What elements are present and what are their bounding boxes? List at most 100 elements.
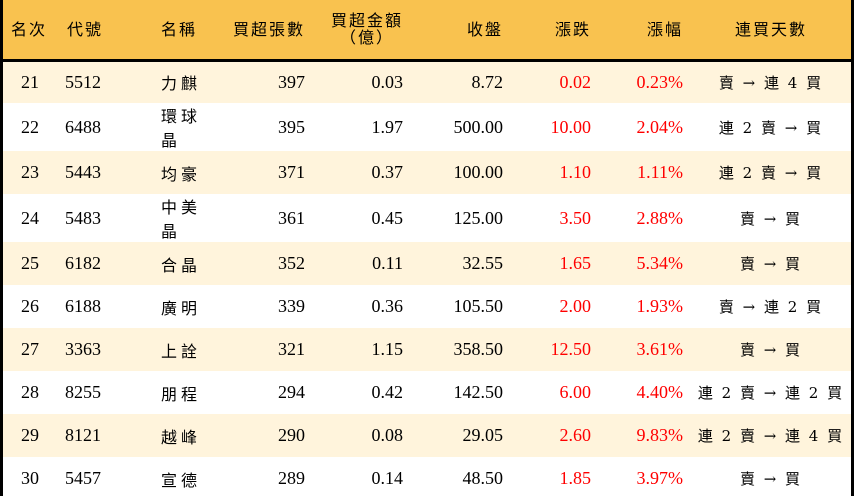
- cell-change-pct: 9.83%: [636, 425, 684, 445]
- cell-buy-streak: 連 2 賣 → 買: [718, 164, 824, 182]
- cell-rank: 25: [21, 253, 39, 273]
- header-rank: 名次: [11, 19, 48, 39]
- table-row: 23 5443 均豪 371 0.37 100.00 1.10 1.11% 連 …: [3, 151, 851, 194]
- cell-rank: 23: [21, 162, 39, 182]
- header-close: 收盤: [466, 19, 503, 39]
- net-buy-ranking-table: 名次 代號 名稱 買超張數 買超金額 （億） 收盤 漲跌 漲幅 連買天數 21: [3, 0, 851, 500]
- table-row: 22 6488 環球晶 395 1.97 500.00 10.00 2.04% …: [3, 103, 851, 151]
- cell-code: 3363: [65, 339, 101, 359]
- cell-buy-streak: 賣 → 買: [739, 255, 803, 273]
- cell-code: 8121: [65, 425, 101, 445]
- cell-close: 32.55: [462, 253, 504, 273]
- cell-close: 100.00: [453, 162, 504, 182]
- header-net-buy-amount-label: 買超金額: [330, 11, 403, 31]
- table-row: 29 8121 越峰 290 0.08 29.05 2.60 9.83% 連 2…: [3, 414, 851, 457]
- cell-code: 8255: [65, 382, 101, 402]
- cell-name: 上詮: [161, 341, 202, 361]
- cell-close: 29.05: [462, 425, 504, 445]
- cell-buy-streak: 連 2 賣 → 連 2 買: [697, 384, 845, 402]
- cell-code: 5483: [65, 207, 101, 228]
- cell-close: 105.50: [453, 296, 504, 316]
- cell-code: 6182: [65, 253, 101, 273]
- header-code: 代號: [67, 19, 104, 39]
- cell-change-pct: 2.04%: [636, 116, 684, 137]
- cell-net-buy-lots: 321: [278, 339, 305, 359]
- cell-net-buy-amount: 0.11: [372, 253, 403, 273]
- cell-net-buy-lots: 290: [278, 425, 305, 445]
- cell-change: 2.60: [559, 425, 592, 445]
- cell-net-buy-lots: 361: [278, 207, 305, 228]
- cell-rank: 30: [21, 468, 39, 488]
- cell-net-buy-amount: 0.45: [371, 207, 404, 228]
- table-row: 25 6182 合晶 352 0.11 32.55 1.65 5.34% 賣 →…: [3, 242, 851, 285]
- cell-buy-streak: 賣 → 買: [739, 341, 803, 359]
- cell-name: 均豪: [161, 164, 202, 184]
- cell-net-buy-lots: 289: [278, 468, 305, 488]
- cell-net-buy-amount: 1.15: [371, 339, 404, 359]
- cell-name: 力麒: [161, 74, 202, 94]
- cell-change: 1.85: [559, 468, 592, 488]
- cell-net-buy-amount: 0.42: [371, 382, 404, 402]
- cell-name: 廣明: [161, 298, 202, 318]
- cell-name: 越峰: [161, 427, 202, 447]
- cell-net-buy-lots: 352: [278, 253, 305, 273]
- cell-change-pct: 4.40%: [636, 382, 684, 402]
- cell-buy-streak: 連 2 賣 → 買: [718, 118, 824, 137]
- cell-rank: 26: [21, 296, 39, 316]
- cell-change: 2.00: [559, 296, 592, 316]
- cell-code: 6488: [65, 116, 101, 137]
- cell-name: 朋程: [161, 384, 202, 404]
- cell-code: 5443: [65, 162, 101, 182]
- cell-change: 10.00: [550, 116, 592, 137]
- cell-name: 合晶: [161, 255, 202, 275]
- header-name: 名稱: [161, 19, 198, 39]
- cell-change-pct: 5.34%: [636, 253, 684, 273]
- cell-change: 6.00: [559, 382, 592, 402]
- cell-change-pct: 1.11%: [637, 162, 683, 182]
- cell-buy-streak: 賣 → 買: [739, 470, 803, 488]
- cell-change-pct: 2.88%: [636, 207, 684, 228]
- cell-close: 48.50: [462, 468, 504, 488]
- cell-change: 3.50: [559, 207, 592, 228]
- cell-net-buy-amount: 0.08: [371, 425, 404, 445]
- cell-buy-streak: 連 2 賣 → 連 4 買: [697, 427, 845, 445]
- cell-name: 環球晶: [161, 107, 202, 150]
- cell-close: 500.00: [453, 116, 504, 137]
- table-row: 26 6188 廣明 339 0.36 105.50 2.00 1.93% 賣 …: [3, 285, 851, 328]
- cell-change: 1.65: [559, 253, 592, 273]
- table-row: 30 5457 宣德 289 0.14 48.50 1.85 3.97% 賣 →…: [3, 457, 851, 500]
- cell-close: 125.00: [453, 207, 504, 228]
- cell-rank: 29: [21, 425, 39, 445]
- cell-change-pct: 1.93%: [636, 296, 684, 316]
- cell-rank: 24: [21, 207, 39, 228]
- cell-change: 12.50: [550, 339, 592, 359]
- cell-net-buy-lots: 339: [278, 296, 305, 316]
- header-net-buy-lots: 買超張數: [232, 19, 305, 39]
- cell-rank: 22: [21, 116, 39, 137]
- cell-change: 1.10: [559, 162, 592, 182]
- cell-change-pct: 0.23%: [636, 71, 684, 92]
- cell-code: 6188: [65, 296, 101, 316]
- header-net-buy-amount: 買超金額 （億）: [311, 0, 411, 60]
- table-header-row: 名次 代號 名稱 買超張數 買超金額 （億） 收盤 漲跌 漲幅 連買天數: [3, 0, 851, 60]
- table-row: 28 8255 朋程 294 0.42 142.50 6.00 4.40% 連 …: [3, 371, 851, 414]
- cell-net-buy-amount: 1.97: [371, 116, 404, 137]
- cell-change: 0.02: [559, 71, 592, 92]
- table-row: 21 5512 力麒 397 0.03 8.72 0.02 0.23% 賣 → …: [3, 60, 851, 103]
- cell-close: 8.72: [471, 71, 504, 92]
- cell-net-buy-amount: 0.14: [371, 468, 404, 488]
- cell-buy-streak: 賣 → 連 4 買: [718, 73, 824, 92]
- table-row: 24 5483 中美晶 361 0.45 125.00 3.50 2.88% 賣…: [3, 194, 851, 242]
- header-buy-streak: 連買天數: [734, 19, 807, 39]
- cell-buy-streak: 賣 → 買: [739, 209, 803, 228]
- header-net-buy-amount-unit: （億）: [339, 28, 394, 48]
- cell-rank: 27: [21, 339, 39, 359]
- cell-close: 142.50: [453, 382, 504, 402]
- cell-name: 宣德: [161, 470, 202, 490]
- cell-change-pct: 3.61%: [636, 339, 684, 359]
- cell-change-pct: 3.97%: [636, 468, 684, 488]
- cell-close: 358.50: [453, 339, 504, 359]
- cell-net-buy-lots: 294: [278, 382, 305, 402]
- cell-net-buy-lots: 397: [278, 71, 305, 92]
